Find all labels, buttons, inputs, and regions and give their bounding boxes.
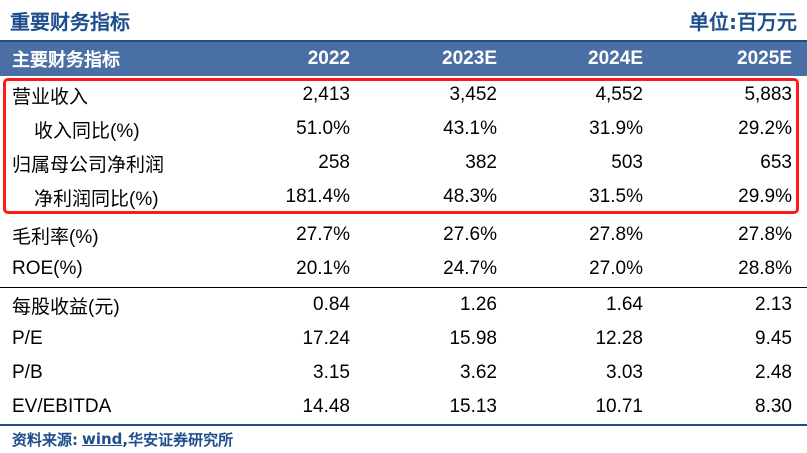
cell-value: 4,552 (595, 84, 643, 105)
cell-value: 27.0% (589, 258, 643, 279)
cell-value: 181.4% (285, 186, 350, 207)
row-label: 归属母公司净利润 (12, 154, 165, 176)
cell-value: 12.28 (595, 328, 643, 349)
cell-value: 29.9% (738, 186, 792, 207)
cell-value: 5,883 (744, 84, 792, 105)
row-label: ROE(%) (12, 258, 83, 279)
cell-value: 2.48 (755, 362, 792, 383)
row-label: 每股收益(元) (12, 296, 120, 318)
table-row: 营业收入 2,413 3,452 4,552 5,883 (0, 78, 807, 112)
table-header: 主要财务指标 2022 2023E 2024E 2025E (0, 42, 807, 76)
cell-value: 3.15 (313, 362, 350, 383)
header-year-2022: 2022 (307, 48, 350, 69)
row-label: P/B (12, 362, 43, 383)
cell-value: 503 (611, 152, 643, 173)
title-bar: 重要财务指标 单位:百万元 (0, 0, 807, 40)
cell-value: 3.03 (606, 362, 643, 383)
row-label: 收入同比(%) (34, 120, 140, 142)
cell-value: 31.5% (589, 186, 643, 207)
table-row: P/B 3.15 3.62 3.03 2.48 (0, 356, 807, 390)
row-label: 净利润同比(%) (34, 188, 159, 210)
header-label: 主要财务指标 (12, 50, 120, 71)
cell-value: 2,413 (302, 84, 350, 105)
cell-value: 28.8% (738, 258, 792, 279)
cell-value: 382 (465, 152, 497, 173)
cell-value: 20.1% (296, 258, 350, 279)
cell-value: 51.0% (296, 118, 350, 139)
cell-value: 24.7% (443, 258, 497, 279)
table-row: P/E 17.24 15.98 12.28 9.45 (0, 322, 807, 356)
cell-value: 27.6% (443, 224, 497, 245)
cell-value: 10.71 (595, 396, 643, 417)
table-row: EV/EBITDA 14.48 15.13 10.71 8.30 (0, 390, 807, 424)
cell-value: 8.30 (755, 396, 792, 417)
unit-label: 单位:百万元 (689, 9, 797, 34)
cell-value: 43.1% (443, 118, 497, 139)
table-row: 净利润同比(%) 181.4% 48.3% 31.5% 29.9% (0, 180, 807, 214)
cell-value: 27.8% (589, 224, 643, 245)
table-row: 每股收益(元) 0.84 1.26 1.64 2.13 (0, 288, 807, 322)
source-note: 资料来源: wind ,华安证券研究所 (12, 426, 233, 452)
footer-divider (0, 424, 807, 426)
header-year-2025e: 2025E (737, 48, 792, 69)
cell-value: 3.62 (460, 362, 497, 383)
cell-value: 48.3% (443, 186, 497, 207)
table-row: ROE(%) 20.1% 24.7% 27.0% 28.8% (0, 252, 807, 286)
table-title: 重要财务指标 (10, 9, 130, 34)
cell-value: 17.24 (302, 328, 350, 349)
cell-value: 1.64 (606, 294, 643, 315)
table-row: 收入同比(%) 51.0% 43.1% 31.9% 29.2% (0, 112, 807, 146)
cell-value: 15.98 (449, 328, 497, 349)
row-label: 毛利率(%) (12, 226, 99, 248)
row-divider (0, 287, 807, 288)
header-year-2024e: 2024E (588, 48, 643, 69)
header-year-2023e: 2023E (442, 48, 497, 69)
cell-value: 1.26 (460, 294, 497, 315)
cell-value: 0.84 (313, 294, 350, 315)
cell-value: 3,452 (449, 84, 497, 105)
cell-value: 2.13 (755, 294, 792, 315)
source-suffix: ,华安证券研究所 (122, 430, 234, 449)
cell-value: 29.2% (738, 118, 792, 139)
row-label: P/E (12, 328, 43, 349)
cell-value: 258 (318, 152, 350, 173)
row-label: EV/EBITDA (12, 396, 112, 417)
cell-value: 27.8% (738, 224, 792, 245)
cell-value: 31.9% (589, 118, 643, 139)
source-prefix: 资料来源: (12, 430, 78, 449)
table-row: 毛利率(%) 27.7% 27.6% 27.8% 27.8% (0, 218, 807, 252)
cell-value: 27.7% (296, 224, 350, 245)
cell-value: 9.45 (755, 328, 792, 349)
source-link-wind[interactable]: wind (82, 430, 123, 448)
row-label: 营业收入 (12, 86, 89, 108)
cell-value: 653 (760, 152, 792, 173)
table-row: 归属母公司净利润 258 382 503 653 (0, 146, 807, 180)
title-divider (0, 40, 807, 42)
cell-value: 15.13 (449, 396, 497, 417)
cell-value: 14.48 (302, 396, 350, 417)
